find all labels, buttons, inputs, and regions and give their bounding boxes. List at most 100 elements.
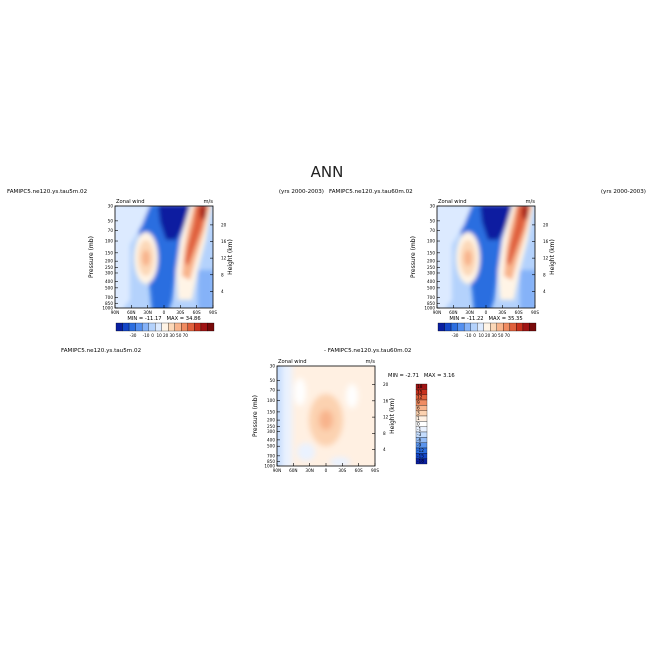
x-tick-label: 90S	[531, 310, 539, 315]
colorbar-label: 9	[417, 400, 420, 406]
panel2-ylabel-right: Height (km)	[549, 239, 556, 275]
p-tick-label: 30	[430, 204, 436, 209]
colorbar-swatch	[141, 322, 149, 332]
p-tick-label: 70	[430, 228, 436, 233]
colorbar-swatch	[457, 322, 465, 332]
z-tick-label: 12	[543, 256, 549, 261]
colorbar-swatch	[503, 322, 511, 332]
colorbar-swatch	[470, 322, 478, 332]
colorbar-swatch	[529, 322, 537, 332]
panel1-variable-label: Zonal wind	[116, 199, 145, 205]
colorbar-swatch	[450, 322, 458, 332]
panel2-colorbar: -30 -10 0 10 20 30 50 70	[437, 322, 537, 338]
z-tick-label: 16	[221, 239, 227, 244]
p-tick-label: 100	[427, 239, 435, 244]
colorbar-label: 6	[417, 405, 420, 411]
colorbar-swatch	[490, 322, 497, 332]
z-tick-label: 8	[383, 431, 386, 436]
z-tick-label: 4	[221, 289, 224, 294]
x-tick-label: 90N	[433, 310, 441, 315]
colorbar-swatch	[187, 322, 195, 332]
z-tick-label: 20	[543, 222, 549, 227]
panel1-stats: MIN = -11.17 MAX = 34.86	[127, 316, 200, 322]
p-tick-label: 850	[427, 301, 435, 306]
colorbar-swatch	[168, 322, 175, 332]
colorbar-swatch	[444, 322, 452, 332]
z-tick-label: 16	[383, 398, 389, 403]
p-tick-label: 70	[108, 228, 114, 233]
panel1-units-label: m/s	[203, 199, 213, 205]
negative-patch-sh	[346, 384, 358, 408]
p-tick-label: 200	[105, 259, 113, 264]
polar-night-jet-core	[522, 206, 528, 220]
colorbar-label: 20	[163, 333, 169, 338]
jet-sh-core	[507, 206, 530, 266]
colorbar-swatch	[115, 322, 123, 332]
easterly-core-strong	[480, 206, 514, 240]
colorbar-label: 10	[156, 333, 162, 338]
x-tick-label: 30S	[498, 310, 506, 315]
colorbar-label: 50	[176, 333, 182, 338]
panel2-ylabel: Pressure (mb)	[410, 236, 417, 278]
colorbar-label: 0	[151, 333, 154, 338]
p-tick-label: 250	[105, 265, 113, 270]
colorbar-swatch	[174, 322, 182, 332]
panel2-case-label: FAMIPC5.ne120.ys.tau60m.02	[329, 189, 413, 195]
x-tick-label: 0	[163, 310, 166, 315]
panel1-z-ticks: 4 8 12 16 20	[210, 222, 227, 294]
panel1-case-label: FAMIPC5.ne120.ys.tau5m.02	[7, 189, 87, 195]
panel3-stats: MIN = -2.71 MAX = 3.16	[388, 373, 455, 379]
p-tick-label: 100	[105, 239, 113, 244]
x-tick-label: 0	[325, 468, 328, 473]
colorbar-label: -10	[465, 333, 472, 338]
p-tick-label: 30	[108, 204, 114, 209]
colorbar-label: 70	[505, 333, 511, 338]
panel1-years-label: (yrs 2000-2003)	[279, 189, 324, 195]
easterly-core-strong	[158, 206, 192, 240]
z-tick-label: 20	[383, 382, 389, 387]
panel3-variable-label: Zonal wind	[278, 359, 307, 365]
colorbar-swatch	[509, 322, 517, 332]
colorbar-label: 30	[492, 333, 498, 338]
negative-patch-midlat	[294, 378, 306, 406]
positive-tropics-core	[319, 410, 333, 430]
negative-region-nh-edge	[277, 366, 282, 466]
colorbar-label: -6	[417, 437, 422, 443]
colorbar-label: -30	[130, 333, 137, 338]
surface-easterlies-sh	[198, 270, 213, 308]
p-tick-label: 300	[105, 270, 113, 275]
p-tick-label: 70	[270, 388, 276, 393]
p-tick-label: 850	[105, 301, 113, 306]
colorbar-label: 12	[417, 395, 423, 401]
weak-westerly-nh	[115, 206, 150, 308]
colorbar-swatch	[181, 322, 189, 332]
x-tick-label: 0	[485, 310, 488, 315]
panel1-colorbar: -30 -10 0 10 20 30 50 70	[115, 322, 215, 338]
colorbar-label: 0	[473, 333, 476, 338]
colorbar-label: -9	[417, 443, 422, 449]
jet-sh-core	[185, 206, 208, 266]
p-tick-label: 700	[267, 453, 275, 458]
weak-westerly-nh	[437, 206, 472, 308]
colorbar-swatch	[496, 322, 504, 332]
x-tick-label: 30N	[305, 468, 313, 473]
colorbar-swatch	[161, 322, 169, 332]
colorbar-label: 15	[417, 389, 423, 395]
p-tick-label: 1000	[102, 306, 113, 311]
colorbar-swatch	[207, 322, 215, 332]
z-tick-label: 4	[543, 289, 546, 294]
panel2-years-label: (yrs 2000-2003)	[601, 189, 646, 195]
panel3-units-label: m/s	[365, 359, 375, 365]
colorbar-swatch	[128, 322, 136, 332]
panel2-z-ticks: 4 8 12 16 20	[532, 222, 549, 294]
p-tick-label: 300	[267, 429, 275, 434]
p-tick-label: 50	[108, 218, 114, 223]
surface-easterlies-sh	[520, 270, 535, 308]
panel3-ylabel-right: Height (km)	[389, 398, 396, 434]
p-tick-label: 150	[105, 250, 113, 255]
p-tick-label: 150	[427, 250, 435, 255]
